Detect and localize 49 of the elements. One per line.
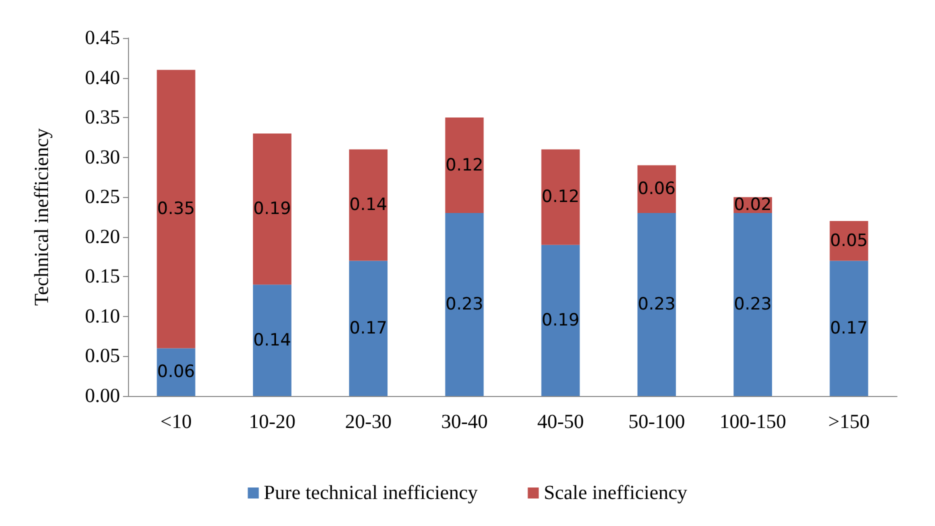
bar	[349, 260, 388, 396]
data-label: 0.19	[542, 310, 580, 330]
data-label: 0.23	[734, 294, 772, 315]
data-label: 0.35	[157, 199, 195, 220]
x-tick-label: <10	[160, 411, 192, 433]
bar	[830, 260, 868, 396]
y-axis-title: Technical inefficiency	[31, 128, 53, 306]
bar	[252, 133, 292, 285]
bar	[156, 70, 196, 348]
y-tick-label: 0.30	[85, 146, 120, 168]
bar	[252, 284, 292, 396]
x-tick-label: 10-20	[248, 411, 296, 433]
x-tick-label: >150	[828, 411, 870, 433]
data-label: 0.12	[446, 155, 484, 176]
y-tick-label: 0.05	[85, 345, 120, 368]
bar	[734, 213, 772, 396]
data-label: 0.02	[734, 195, 772, 216]
bar	[541, 244, 580, 396]
y-tick-label: 0.10	[85, 305, 120, 328]
bar	[637, 213, 676, 396]
y-tick-label: 0.45	[85, 27, 120, 49]
bar	[349, 149, 388, 261]
y-tick-label: 0.35	[85, 106, 120, 129]
y-tick-label: 0.00	[85, 385, 120, 407]
data-label: 0.14	[349, 195, 388, 216]
y-tick-label: 0.15	[85, 266, 120, 288]
x-tick-label: 30-40	[441, 411, 488, 433]
data-label: 0.06	[157, 362, 195, 382]
x-tick-label: 20-30	[344, 411, 392, 433]
data-label: 0.23	[638, 294, 676, 315]
data-label: 0.17	[349, 318, 388, 338]
data-label: 0.06	[638, 179, 676, 200]
y-tick-label: 0.25	[85, 186, 120, 208]
bar	[445, 118, 484, 214]
bar	[541, 149, 580, 245]
data-label: 0.12	[542, 187, 580, 208]
legend-label: Scale inefficiency	[544, 482, 688, 504]
data-label: 0.05	[830, 230, 868, 251]
data-label: 0.14	[253, 330, 292, 350]
data-label: 0.23	[446, 294, 484, 315]
x-tick-label: 100-150	[719, 411, 786, 433]
data-label: 0.17	[830, 318, 868, 338]
bar	[445, 213, 484, 396]
x-tick-label: 40-50	[537, 411, 584, 433]
data-label: 0.19	[253, 199, 292, 220]
y-tick-label: 0.20	[85, 226, 120, 248]
x-tick-label: 50-100	[628, 411, 686, 433]
y-tick-label: 0.40	[85, 66, 120, 89]
legend-label: Pure technical inefficiency	[264, 482, 478, 504]
